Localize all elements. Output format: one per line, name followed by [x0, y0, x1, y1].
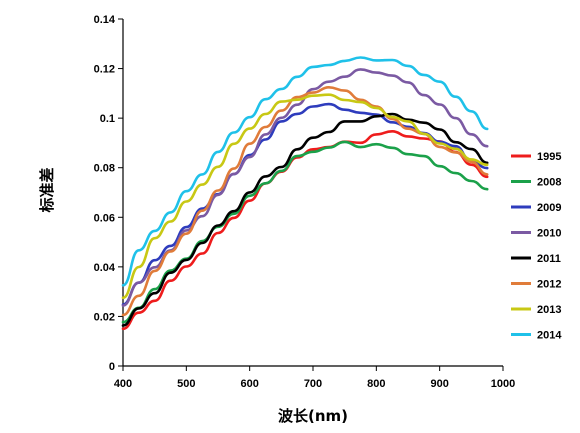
legend-label-2008: 2008: [537, 177, 561, 189]
y-tick-label: 0.14: [94, 14, 116, 26]
series-layer: [121, 56, 489, 331]
series-line-2014: [121, 56, 489, 287]
y-tick-label: 0.04: [94, 262, 116, 274]
legend-label-2013: 2013: [537, 304, 561, 316]
y-tick-label: 0.1: [100, 113, 115, 125]
y-axis-title: 标准差: [38, 167, 56, 213]
x-tick-label: 800: [367, 378, 385, 390]
y-tick-label: 0: [109, 361, 115, 373]
legend-label-2011: 2011: [537, 253, 561, 265]
y-tick-label: 0.08: [94, 163, 115, 175]
ticks: 0 0.02 0.04 0.06 0.08 0.1 0.12 0.14 400 500 600 700…: [94, 14, 516, 390]
x-tick-label: 500: [177, 378, 195, 390]
x-tick-label: 900: [430, 378, 448, 390]
legend-label-2014: 2014: [537, 330, 562, 342]
x-tick-label: 400: [114, 378, 132, 390]
y-tick-label: 0.02: [94, 311, 115, 323]
x-axis-title: 波长(nm): [278, 407, 348, 425]
x-tick-label: 600: [240, 378, 258, 390]
y-tick-label: 0.12: [94, 64, 115, 76]
legend: 1995 2008 2009 2010 2011 2012 2013 2014: [511, 151, 562, 342]
series-line-2010: [121, 68, 489, 307]
legend-label-2012: 2012: [537, 279, 561, 291]
legend-label-2010: 2010: [537, 228, 561, 240]
legend-label-1995: 1995: [537, 151, 561, 163]
legend-label-2009: 2009: [537, 202, 561, 214]
series-line-2013: [121, 93, 489, 300]
series-line-2011: [121, 112, 489, 327]
axes: [122, 19, 503, 367]
x-tick-label: 1000: [491, 378, 515, 390]
y-tick-label: 0.06: [94, 212, 115, 224]
series-line-2008: [121, 140, 489, 324]
x-tick-label: 700: [304, 378, 322, 390]
